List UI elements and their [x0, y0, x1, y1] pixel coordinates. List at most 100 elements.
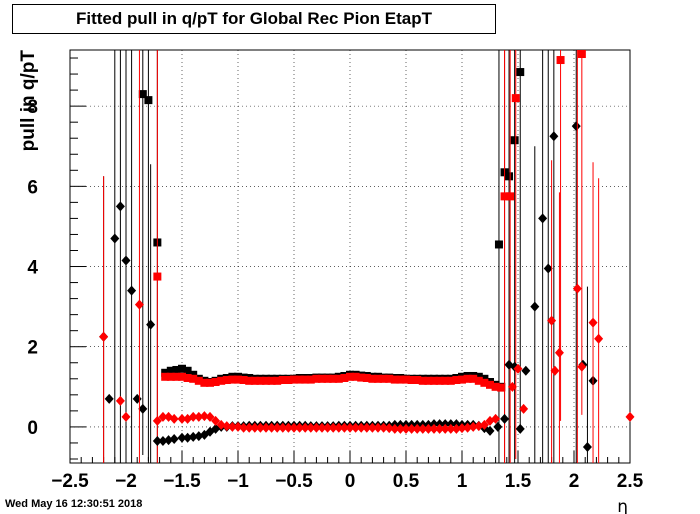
data-point-square	[323, 374, 332, 383]
data-point-diamond	[239, 422, 249, 433]
data-point-diamond	[164, 435, 174, 446]
data-point-square	[183, 373, 192, 382]
data-point-diamond	[429, 423, 439, 434]
data-point-square	[469, 374, 478, 383]
data-point-square	[178, 364, 186, 373]
data-point-diamond	[211, 415, 221, 426]
data-point-diamond	[549, 131, 559, 142]
data-point-square	[510, 136, 519, 145]
data-point-square	[178, 372, 186, 381]
data-point-square	[346, 372, 354, 381]
data-point-diamond	[233, 421, 243, 432]
data-point-diamond	[300, 422, 310, 433]
data-point-square	[474, 372, 483, 381]
y-tick-label: 8	[27, 97, 38, 118]
data-point-square	[183, 366, 192, 375]
data-point-diamond	[121, 411, 131, 422]
data-point-diamond	[588, 317, 598, 328]
data-point-diamond	[457, 423, 467, 434]
x-tick-label: −1	[227, 471, 249, 492]
data-point-diamond	[390, 423, 400, 434]
data-point-diamond	[407, 423, 417, 434]
data-point-square	[172, 365, 181, 374]
data-point-diamond	[491, 413, 501, 424]
data-point-square	[301, 375, 310, 384]
y-tick-label: 2	[27, 338, 38, 359]
data-point-diamond	[379, 422, 389, 433]
data-point-diamond	[267, 422, 277, 433]
data-point-square	[273, 376, 282, 385]
data-point-diamond	[110, 233, 120, 244]
y-tick-label: 6	[27, 177, 38, 198]
data-point-diamond	[278, 422, 288, 433]
data-point-square	[200, 378, 209, 387]
y-axis-label: pull in q/pT	[18, 50, 39, 152]
data-point-diamond	[272, 422, 282, 433]
data-point-square	[166, 372, 175, 381]
data-point-diamond	[289, 422, 299, 433]
data-point-diamond	[183, 432, 193, 443]
data-point-diamond	[395, 423, 405, 434]
data-point-square	[161, 368, 170, 377]
data-point-diamond	[216, 419, 226, 430]
data-point-square	[222, 375, 231, 384]
data-point-square	[452, 375, 461, 384]
x-tick-label: −1.5	[163, 471, 201, 492]
data-point-square	[189, 374, 198, 383]
data-point-diamond	[625, 411, 635, 422]
data-point-diamond	[345, 422, 355, 433]
data-point-diamond	[152, 415, 162, 426]
data-point-diamond	[306, 422, 316, 433]
x-tick-label: 0	[345, 471, 356, 492]
data-point-square	[435, 376, 444, 385]
data-point-square	[166, 366, 175, 375]
data-point-square	[446, 376, 455, 385]
data-point-square	[239, 375, 248, 384]
data-point-diamond	[446, 423, 456, 434]
data-point-diamond	[188, 431, 198, 442]
data-point-diamond	[530, 301, 540, 312]
data-point-diamond	[474, 421, 484, 432]
data-point-square	[385, 374, 394, 383]
data-point-diamond	[134, 299, 144, 310]
x-tick-label: 2.5	[617, 471, 644, 492]
data-point-square	[278, 375, 287, 384]
data-point-diamond	[188, 411, 198, 422]
data-point-diamond	[255, 422, 265, 433]
data-point-square	[556, 56, 565, 65]
data-point-diamond	[169, 413, 179, 424]
data-point-diamond	[334, 422, 344, 433]
data-point-square	[497, 383, 506, 392]
data-point-diamond	[99, 331, 109, 342]
data-point-diamond	[538, 213, 548, 224]
data-point-square	[516, 68, 525, 77]
data-point-square	[194, 376, 203, 385]
data-point-diamond	[132, 393, 142, 404]
data-point-square	[144, 96, 153, 105]
data-point-square	[228, 375, 237, 384]
data-point-diamond	[115, 395, 125, 406]
data-point-diamond	[412, 423, 422, 434]
y-tick-label: 4	[27, 258, 38, 279]
data-point-square	[463, 374, 472, 383]
data-point-square	[430, 376, 438, 385]
data-point-diamond	[146, 319, 156, 330]
data-point-square	[295, 375, 304, 384]
data-point-square	[262, 376, 270, 385]
data-point-diamond	[547, 315, 557, 326]
data-point-square	[329, 374, 338, 383]
data-point-square	[506, 192, 515, 201]
data-point-diamond	[115, 201, 125, 212]
data-point-square	[234, 375, 242, 384]
data-point-diamond	[356, 422, 366, 433]
data-point-diamond	[435, 423, 445, 434]
data-point-square	[217, 376, 226, 385]
data-point-diamond	[311, 422, 321, 433]
data-point-diamond	[250, 422, 260, 433]
data-point-square	[494, 240, 503, 249]
data-point-square	[505, 172, 514, 181]
data-point-diamond	[367, 422, 377, 433]
data-point-square	[368, 374, 377, 383]
data-point-square	[250, 376, 259, 385]
data-point-square	[153, 272, 162, 281]
